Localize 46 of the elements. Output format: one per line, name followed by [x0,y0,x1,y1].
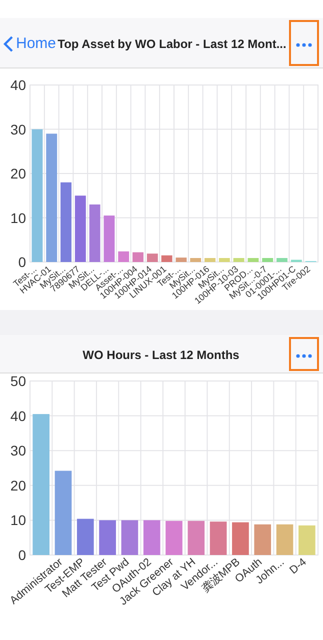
y-tick-label: 50 [10,373,26,389]
bar [118,251,130,262]
bar [99,520,116,555]
bar [204,258,216,262]
x-tick-label: D-4 [288,556,309,577]
bar [188,520,205,555]
bar [276,524,294,555]
bar [76,518,94,555]
y-tick-label: 20 [10,477,26,494]
bar [54,470,72,555]
bar [121,520,138,555]
bar [254,524,272,555]
bar [161,255,172,262]
bar [143,520,160,555]
bar [132,252,144,262]
y-tick-label: 10 [10,512,26,528]
chart-title: WO Hours - Last 12 Months [82,348,240,362]
bar [104,216,115,262]
chart-title: Top Asset by WO Labor - Last 12 Mont... [58,37,286,51]
y-tick-label: 40 [10,408,26,424]
bar [190,258,202,262]
bar [32,129,43,262]
bar [176,258,187,262]
y-tick-label: 0 [18,254,26,270]
y-tick-label: 10 [10,210,26,226]
y-tick-label: 0 [18,547,26,563]
bar [262,258,274,262]
text: Home [16,35,56,52]
bar [210,522,227,555]
bar [232,522,249,555]
bar [233,258,244,262]
y-tick-label: 30 [10,442,26,459]
y-tick-label: 20 [10,166,26,182]
bar [89,204,100,262]
bar [248,258,259,262]
bar [298,525,316,555]
bar [166,520,182,555]
bar [32,414,50,555]
bar [46,134,58,262]
y-tick-label: 30 [10,121,26,138]
bar [218,258,230,262]
bar [74,196,86,262]
bar [276,258,288,262]
bar [146,254,158,262]
y-tick-label: 40 [10,77,26,93]
bar [60,182,72,262]
